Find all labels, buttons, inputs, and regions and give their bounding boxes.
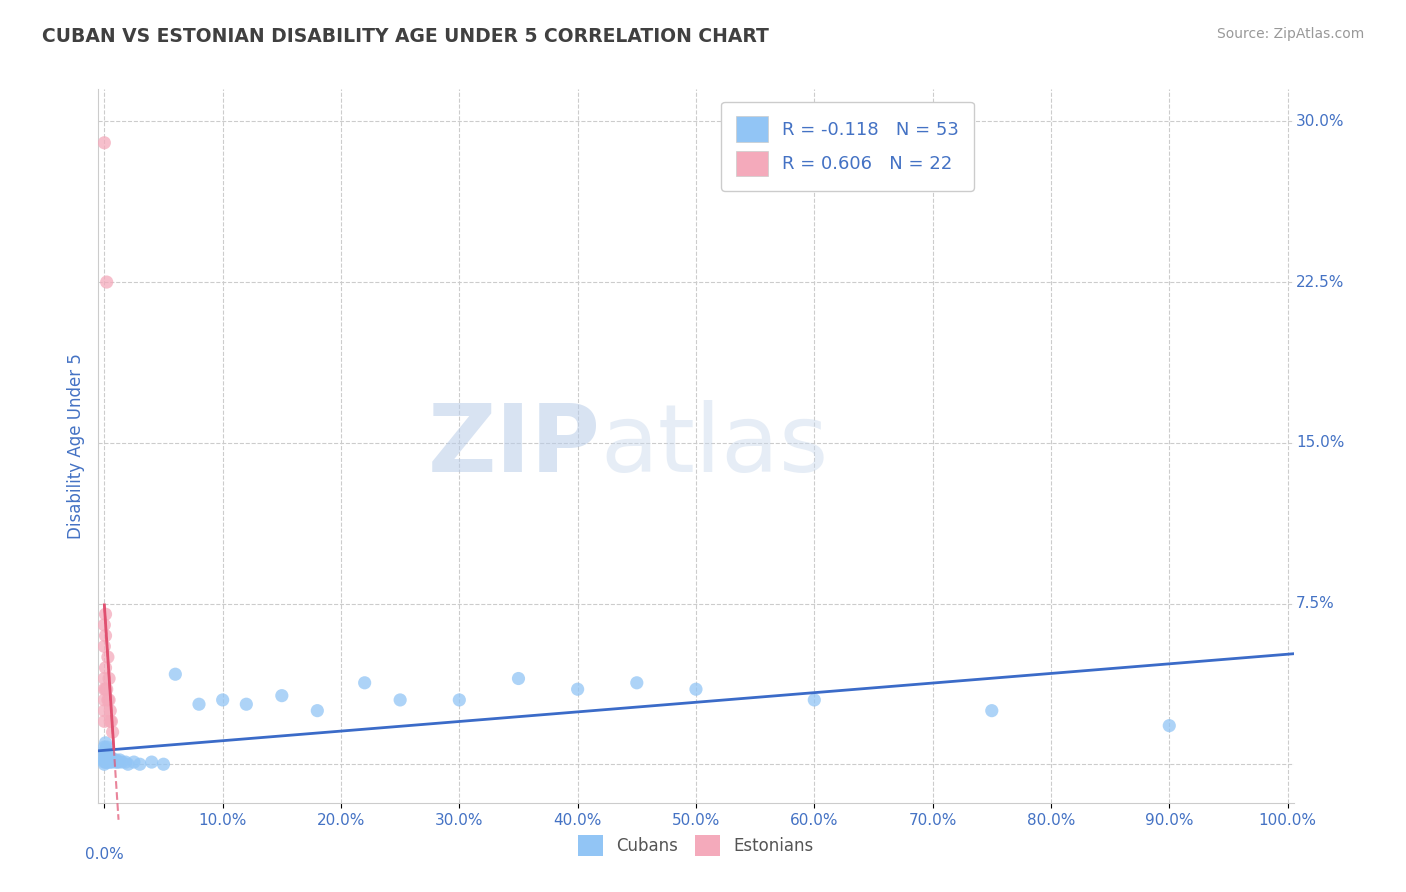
Point xyxy=(117,757,139,772)
Point xyxy=(94,755,117,769)
Text: atlas: atlas xyxy=(600,400,828,492)
Text: Source: ZipAtlas.com: Source: ZipAtlas.com xyxy=(1216,27,1364,41)
Point xyxy=(235,697,257,711)
Point xyxy=(449,693,471,707)
Point xyxy=(803,693,825,707)
Point xyxy=(96,740,118,755)
Point xyxy=(93,136,115,150)
Text: 0.0%: 0.0% xyxy=(84,847,124,862)
Point xyxy=(93,753,115,767)
Point xyxy=(100,755,122,769)
Legend: Cubans, Estonians: Cubans, Estonians xyxy=(572,829,820,863)
Point xyxy=(93,740,115,755)
Text: CUBAN VS ESTONIAN DISABILITY AGE UNDER 5 CORRELATION CHART: CUBAN VS ESTONIAN DISABILITY AGE UNDER 5… xyxy=(42,27,769,45)
Point xyxy=(96,755,118,769)
Point xyxy=(94,751,117,765)
Point xyxy=(98,693,121,707)
Point xyxy=(270,689,292,703)
Point xyxy=(100,751,122,765)
Point xyxy=(105,753,128,767)
Point xyxy=(108,753,131,767)
Point xyxy=(93,640,115,654)
Point xyxy=(96,682,118,697)
Point xyxy=(93,747,115,761)
Point xyxy=(94,661,117,675)
Point xyxy=(98,751,121,765)
Point xyxy=(389,693,412,707)
Point xyxy=(98,704,121,718)
Point xyxy=(98,714,121,729)
Point xyxy=(94,629,117,643)
Point xyxy=(98,753,121,767)
Point xyxy=(685,682,707,697)
Point xyxy=(93,618,115,632)
Point xyxy=(94,607,117,622)
Point xyxy=(101,753,124,767)
Point xyxy=(114,755,136,769)
Point xyxy=(93,755,115,769)
Point xyxy=(101,725,124,739)
Point xyxy=(211,693,233,707)
Text: 30.0%: 30.0% xyxy=(1296,114,1344,128)
Point xyxy=(93,704,115,718)
Point xyxy=(111,755,134,769)
Point xyxy=(93,693,115,707)
Point xyxy=(94,682,117,697)
Point xyxy=(353,675,375,690)
Point xyxy=(97,693,120,707)
Point xyxy=(1159,719,1181,733)
Point xyxy=(97,751,120,765)
Point xyxy=(508,672,530,686)
Point xyxy=(97,650,120,665)
Point xyxy=(165,667,187,681)
Point xyxy=(307,704,329,718)
Point xyxy=(97,744,120,758)
Point xyxy=(96,748,118,763)
Point xyxy=(103,753,125,767)
Point xyxy=(98,755,121,769)
Point xyxy=(626,675,648,690)
Point xyxy=(94,736,117,750)
Point xyxy=(567,682,589,697)
Point xyxy=(152,757,174,772)
Point xyxy=(94,742,117,756)
Point xyxy=(93,714,115,729)
Point xyxy=(122,755,145,769)
Text: 7.5%: 7.5% xyxy=(1296,596,1334,611)
Point xyxy=(128,757,150,772)
Point xyxy=(188,697,211,711)
Point xyxy=(98,672,121,686)
Point xyxy=(93,757,115,772)
Text: ZIP: ZIP xyxy=(427,400,600,492)
Y-axis label: Disability Age Under 5: Disability Age Under 5 xyxy=(66,353,84,539)
Point xyxy=(93,682,115,697)
Point xyxy=(980,704,1002,718)
Point xyxy=(94,747,117,761)
Point xyxy=(104,755,127,769)
Text: 15.0%: 15.0% xyxy=(1296,435,1344,450)
Point xyxy=(105,755,128,769)
Point xyxy=(96,275,118,289)
Point xyxy=(107,755,129,769)
Point xyxy=(93,672,115,686)
Point xyxy=(141,755,163,769)
Point xyxy=(98,748,121,763)
Point xyxy=(97,755,120,769)
Point xyxy=(93,751,115,765)
Point xyxy=(100,714,122,729)
Text: 22.5%: 22.5% xyxy=(1296,275,1344,290)
